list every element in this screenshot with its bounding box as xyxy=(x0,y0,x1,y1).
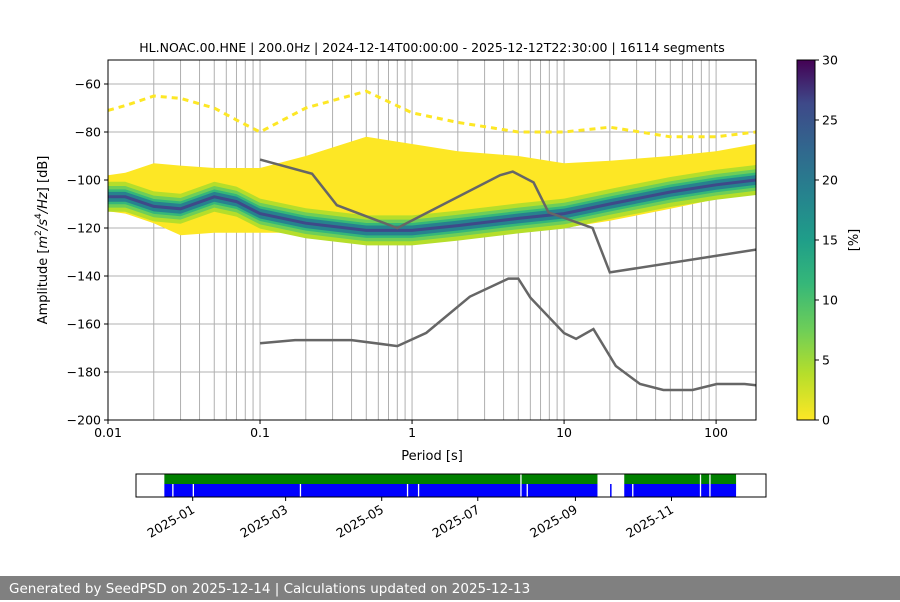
noise-model-nhnm xyxy=(259,158,756,274)
y-tick-label: −100 xyxy=(67,173,101,188)
y-axis-label: Amplitude [m2/s4/Hz] [dB] xyxy=(34,156,51,325)
timeline-span xyxy=(164,474,598,484)
y-tick-label: −140 xyxy=(67,269,101,284)
y-tick-label: −120 xyxy=(67,221,101,236)
timeline-gap xyxy=(709,474,711,484)
psd-outlier-envelope xyxy=(108,89,756,139)
colorbar-tick-label: 30 xyxy=(822,53,838,68)
psd-density-band xyxy=(108,175,756,236)
chart-title: HL.NOAC.00.HNE | 200.0Hz | 2024-12-14T00… xyxy=(139,40,724,55)
timeline-tick-label: 2025-11 xyxy=(623,502,676,541)
psd-density-band xyxy=(108,172,756,238)
timeline-gap xyxy=(299,484,302,497)
timeline-gap xyxy=(192,484,194,497)
y-tick-label: −80 xyxy=(75,125,101,140)
timeline-gap xyxy=(699,484,702,497)
timeline-frame xyxy=(135,473,767,498)
noise-models xyxy=(259,158,756,392)
x-tick-label: 100 xyxy=(704,425,728,440)
timeline-gap xyxy=(699,474,702,484)
timeline-gap xyxy=(172,484,174,497)
colorbar-tick-label: 20 xyxy=(822,173,838,188)
timeline-gap xyxy=(526,484,528,497)
timeline-tick-label: 2025-07 xyxy=(430,502,483,541)
x-tick-label: 0.01 xyxy=(94,425,122,440)
x-tick-label: 10 xyxy=(556,425,572,440)
footer-text: Generated by SeedPSD on 2025-12-14 | Cal… xyxy=(0,576,900,600)
y-tick-label: −180 xyxy=(67,365,101,380)
y-axis-ticks: −60 −80 −100 −120 −140 −160 −180 −200 xyxy=(67,77,108,428)
data-availability-timeline xyxy=(164,474,737,497)
x-axis-label: Period [s] xyxy=(401,449,463,464)
colorbar-tick-label: 0 xyxy=(822,413,830,428)
noise-model-nlnm xyxy=(259,277,756,392)
y-tick-label: −200 xyxy=(67,413,101,428)
timeline-gap xyxy=(406,484,409,497)
colorbar-tick-label: 5 xyxy=(822,353,830,368)
timeline-gap xyxy=(709,484,711,497)
timeline-span xyxy=(610,484,612,497)
timeline-tick-label: 2025-09 xyxy=(527,502,580,541)
timeline-tick-label: 2025-05 xyxy=(333,502,386,541)
timeline-tick-label: 2025-01 xyxy=(144,502,197,541)
plot-frame xyxy=(107,59,757,421)
colorbar-tick-label: 10 xyxy=(822,293,838,308)
timeline-span xyxy=(624,474,737,484)
colorbar-label: [%] xyxy=(847,229,862,252)
psd-mode-line xyxy=(108,178,756,232)
timeline-ticks: 2025-01 2025-03 2025-05 2025-07 2025-09 2025-… xyxy=(144,497,676,541)
colorbar-tick-label: 15 xyxy=(822,233,838,248)
timeline-gap xyxy=(632,484,634,497)
timeline-gap xyxy=(417,484,420,497)
x-tick-label: 1 xyxy=(408,425,416,440)
x-tick-label: 0.1 xyxy=(250,425,270,440)
timeline-span xyxy=(164,484,598,497)
colorbar-ticks: 0 5 10 15 20 25 30 xyxy=(815,53,838,428)
timeline-gap xyxy=(520,474,522,484)
timeline-span xyxy=(624,484,737,497)
y-tick-label: −160 xyxy=(67,317,101,332)
x-axis-ticks: 0.01 0.1 1 10 100 xyxy=(94,420,728,440)
colorbar xyxy=(796,59,816,421)
timeline-tick-label: 2025-03 xyxy=(237,502,290,541)
colorbar-tick-label: 25 xyxy=(822,113,838,128)
psd-histogram xyxy=(108,89,756,246)
timeline-gap xyxy=(520,484,522,497)
y-tick-label: −60 xyxy=(75,77,101,92)
psd-density-band xyxy=(108,169,756,242)
